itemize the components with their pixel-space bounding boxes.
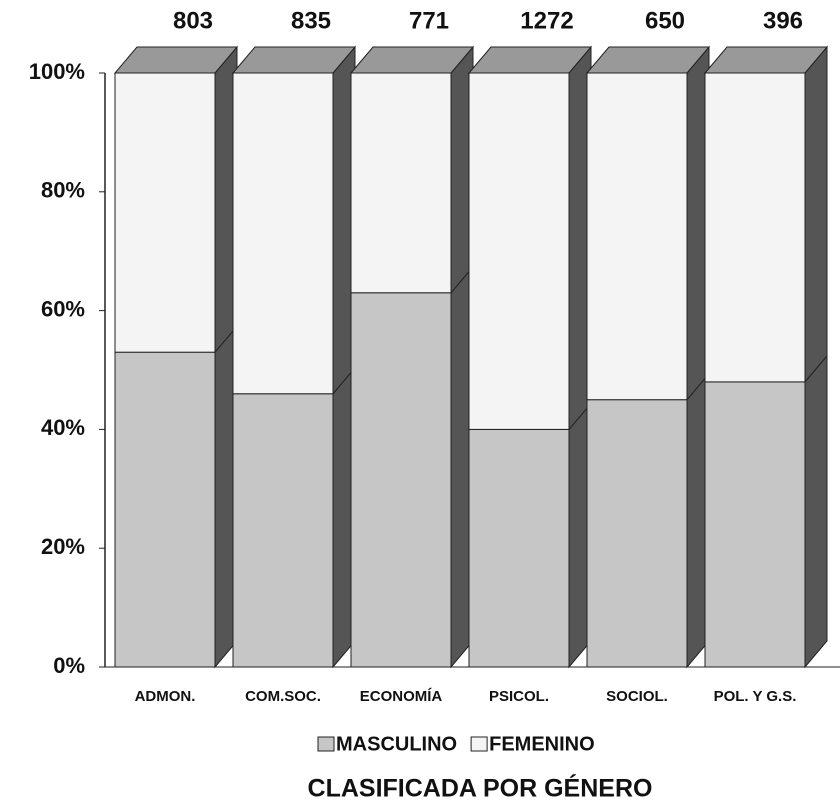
category-label: POL. Y G.S. [714, 688, 797, 705]
bar [704, 72, 806, 383]
legend-swatch [470, 736, 488, 752]
y-tick-label: 60% [41, 296, 85, 321]
bar-top [467, 46, 593, 74]
bar [468, 72, 570, 430]
bar [350, 292, 452, 668]
y-tick-label: 40% [41, 415, 85, 440]
bar [586, 399, 688, 668]
total-label: 835 [291, 7, 331, 34]
y-tick-label: 80% [41, 178, 85, 203]
bar-top [113, 46, 239, 74]
category-label: COM.SOC. [245, 688, 321, 705]
bar [704, 381, 806, 668]
bar [232, 393, 334, 668]
bar-top [703, 46, 829, 74]
legend-swatch [317, 736, 335, 752]
bar [350, 72, 452, 294]
bar [232, 72, 334, 395]
total-label: 650 [645, 7, 685, 34]
bar [468, 428, 570, 668]
category-label: ECONOMÍA [360, 688, 443, 705]
bar-top [585, 46, 711, 74]
bar [114, 351, 216, 668]
bar-side [804, 45, 828, 384]
y-tick-label: 20% [41, 534, 85, 559]
total-label: 396 [763, 7, 803, 34]
total-label: 1272 [520, 7, 573, 34]
total-label: 803 [173, 7, 213, 34]
legend-label: FEMENINO [489, 733, 595, 755]
bar [114, 72, 216, 353]
bar-top [231, 46, 357, 74]
chart-title: CLASIFICADA POR GÉNERO [308, 774, 653, 803]
category-label: PSICOL. [489, 688, 549, 705]
bar-side [804, 354, 828, 669]
category-label: SOCIOL. [606, 688, 668, 705]
legend-label: MASCULINO [336, 733, 457, 755]
y-tick-label: 100% [29, 59, 85, 84]
total-label: 771 [409, 7, 449, 34]
category-label: ADMON. [135, 688, 196, 705]
bar-top [349, 46, 475, 74]
bar [586, 72, 688, 401]
y-tick-label: 0% [53, 653, 85, 678]
